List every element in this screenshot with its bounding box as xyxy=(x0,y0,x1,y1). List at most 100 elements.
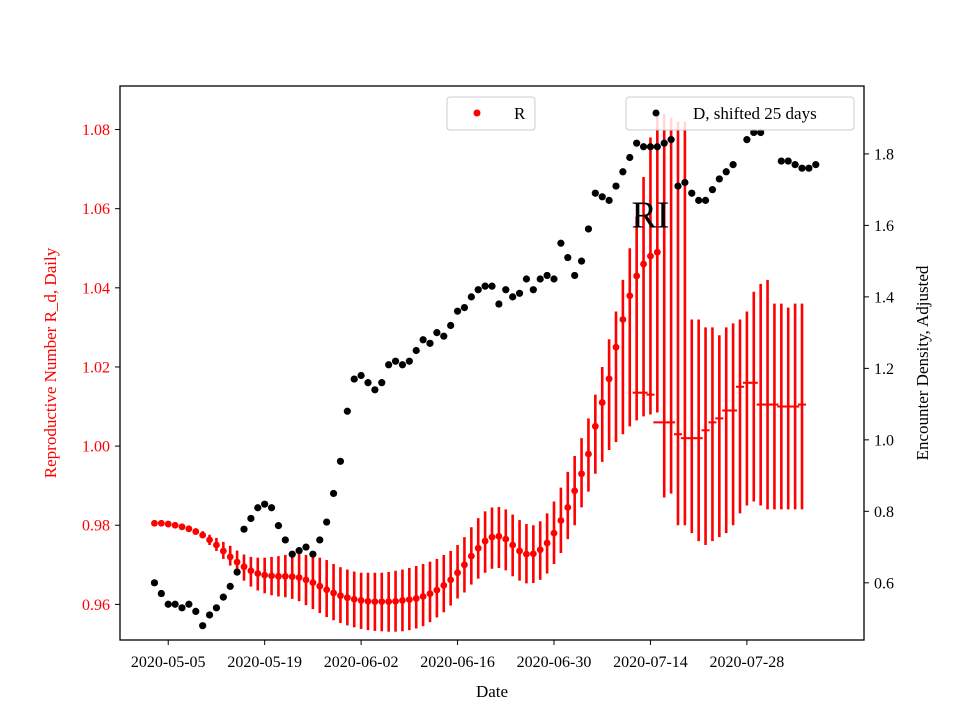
d-data-point xyxy=(798,164,806,172)
d-data-point xyxy=(729,161,737,169)
d-data-point xyxy=(598,193,606,201)
r-data-point xyxy=(419,593,427,600)
r-data-point xyxy=(495,532,503,540)
legend-r-box xyxy=(446,96,536,131)
d-data-point xyxy=(750,128,758,137)
left-y-tick-label: 1.06 xyxy=(82,201,110,218)
r-data-point xyxy=(405,596,413,604)
x-tick-label: 2020-07-14 xyxy=(613,654,688,671)
r-data-point xyxy=(640,260,647,268)
d-data-point xyxy=(364,379,372,387)
r-data-point xyxy=(281,572,289,580)
r-data-point xyxy=(557,517,565,524)
r-data-point xyxy=(164,520,172,528)
d-data-point xyxy=(281,536,289,544)
d-data-point xyxy=(619,168,627,176)
d-data-point xyxy=(205,611,214,619)
d-data-point xyxy=(488,282,496,290)
legend-d-box xyxy=(625,96,855,131)
right-y-tick-label: 0.6 xyxy=(874,575,894,592)
legend-r-label: R xyxy=(514,104,526,123)
r-data-point xyxy=(467,552,475,560)
r-data-point xyxy=(233,558,241,566)
d-data-point xyxy=(660,139,668,147)
r-data-point xyxy=(571,487,579,495)
d-data-point xyxy=(164,600,172,608)
d-data-point xyxy=(157,589,165,598)
d-data-point xyxy=(385,361,393,369)
d-data-point xyxy=(440,332,448,340)
d-data-point xyxy=(316,536,324,544)
d-data-point xyxy=(199,622,207,630)
r-data-point xyxy=(440,581,448,589)
d-data-point xyxy=(722,168,730,176)
d-data-point xyxy=(674,182,682,190)
d-data-point xyxy=(626,153,634,162)
d-data-point xyxy=(240,525,248,533)
d-data-point xyxy=(336,457,345,465)
r-data-point xyxy=(433,586,441,594)
legend-d-label: D, shifted 25 days xyxy=(693,104,817,123)
d-data-point xyxy=(481,282,489,290)
d-data-point xyxy=(460,304,469,312)
d-data-point xyxy=(378,379,386,387)
r-data-point xyxy=(261,571,269,579)
x-tick-label: 2020-05-05 xyxy=(131,654,206,671)
r-data-point xyxy=(509,541,517,549)
r-data-point xyxy=(275,572,282,580)
d-data-point xyxy=(805,164,813,172)
d-data-point xyxy=(233,568,241,576)
r-data-point xyxy=(371,598,379,606)
d-data-point xyxy=(302,543,310,551)
d-data-point xyxy=(433,329,441,337)
r-data-point xyxy=(585,450,592,458)
d-data-point xyxy=(254,504,262,512)
d-data-point xyxy=(412,346,420,355)
r-data-point xyxy=(578,470,585,478)
d-data-point xyxy=(502,286,510,294)
d-data-point xyxy=(812,161,820,169)
d-data-point xyxy=(646,143,655,151)
plot-frame xyxy=(119,85,865,641)
r-data-point xyxy=(543,539,551,547)
r-data-point xyxy=(357,597,365,604)
d-data-point xyxy=(639,143,648,151)
d-data-point xyxy=(695,196,703,204)
d-data-point xyxy=(398,361,407,369)
r-data-point xyxy=(254,570,262,577)
d-data-point xyxy=(577,257,586,265)
r-data-point xyxy=(206,536,213,544)
legend-r-marker xyxy=(473,109,481,117)
d-data-point xyxy=(419,336,427,344)
r-data-point xyxy=(502,535,510,543)
x-axis-label: Date xyxy=(476,682,508,701)
left-y-tick-label: 1.08 xyxy=(82,122,110,139)
r-data-point xyxy=(536,546,544,554)
d-data-point xyxy=(536,275,544,283)
r-data-point xyxy=(213,541,220,549)
r-data-point xyxy=(523,550,530,558)
d-data-point xyxy=(467,293,475,301)
d-data-point xyxy=(212,604,221,612)
x-tick-label: 2020-06-16 xyxy=(420,654,495,671)
x-tick-label: 2020-07-28 xyxy=(710,654,785,671)
d-data-point xyxy=(453,307,462,315)
d-data-point xyxy=(426,339,434,347)
r-data-point xyxy=(288,573,296,581)
r-data-point xyxy=(474,544,482,552)
left-y-tick-label: 1.02 xyxy=(82,359,110,376)
d-data-point xyxy=(612,182,620,190)
d-data-point xyxy=(791,161,799,169)
d-data-point xyxy=(715,175,723,183)
d-data-point xyxy=(701,196,710,204)
left-y-tick-label: 1.00 xyxy=(82,439,110,456)
series-d-layer xyxy=(150,128,820,630)
d-data-point xyxy=(323,518,331,526)
x-tick-label: 2020-05-19 xyxy=(227,654,302,671)
r-data-point xyxy=(653,248,661,256)
d-data-point xyxy=(591,189,599,197)
d-data-point xyxy=(391,357,400,365)
r-data-point xyxy=(364,597,372,605)
r-data-point xyxy=(399,597,406,604)
